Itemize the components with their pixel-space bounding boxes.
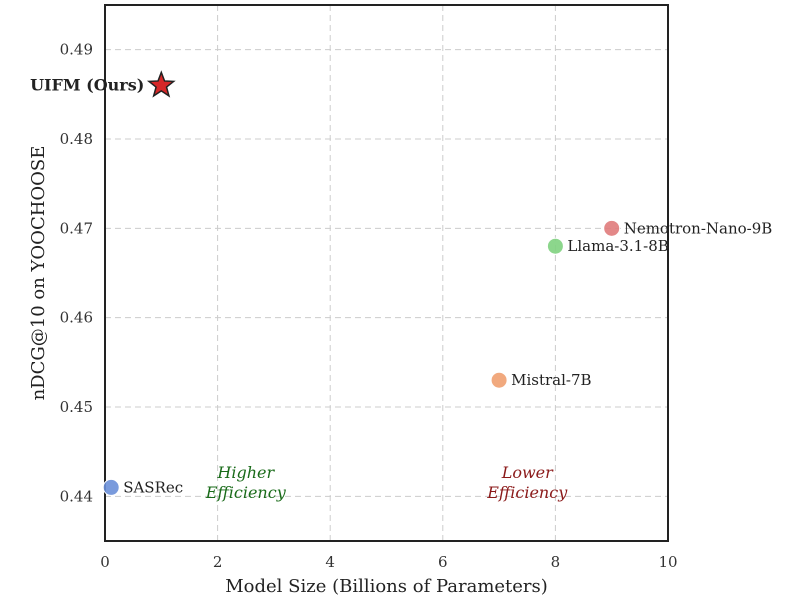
data-point: Mistral-7B xyxy=(490,371,592,389)
circle-marker xyxy=(546,237,564,255)
x-tick-label: 10 xyxy=(658,553,677,571)
x-tick-label: 4 xyxy=(325,553,335,571)
y-tick-label: 0.45 xyxy=(60,398,93,416)
y-tick-label: 0.48 xyxy=(60,130,93,148)
y-tick-label: 0.49 xyxy=(60,41,93,59)
y-axis-label: nDCG@10 on YOOCHOOSE xyxy=(28,146,49,401)
x-tick-label: 8 xyxy=(551,553,561,571)
grid-lines xyxy=(105,5,668,541)
data-point: Llama-3.1-8B xyxy=(546,237,669,255)
y-tick-label: 0.44 xyxy=(60,487,93,505)
annotation-line: Higher xyxy=(216,463,275,482)
circle-marker xyxy=(102,478,120,496)
x-tick-label: 6 xyxy=(438,553,448,571)
y-tick-label: 0.46 xyxy=(60,309,93,327)
circle-marker xyxy=(490,371,508,389)
x-axis-label: Model Size (Billions of Parameters) xyxy=(225,576,548,597)
point-label: Mistral-7B xyxy=(511,371,591,389)
y-tick-label: 0.47 xyxy=(60,219,93,237)
circle-marker xyxy=(603,219,621,237)
data-point: UIFM (Ours) xyxy=(30,70,176,98)
point-label: UIFM (Ours) xyxy=(30,75,144,94)
data-point: SASRec xyxy=(102,478,183,496)
annotation-line: Efficiency xyxy=(205,483,287,502)
star-marker xyxy=(146,70,176,98)
tick-labels: 0 2 4 6 8 10 0.44 0.45 0.46 0.47 0.48 0.49 xyxy=(60,41,678,571)
point-label: Nemotron-Nano-9B xyxy=(624,219,773,237)
x-tick-label: 0 xyxy=(100,553,110,571)
point-label: Llama-3.1-8B xyxy=(567,237,668,255)
annotation-line: Efficiency xyxy=(486,483,568,502)
x-tick-label: 2 xyxy=(213,553,223,571)
annotation-line: Lower xyxy=(501,463,554,482)
plot-frame xyxy=(104,4,669,542)
point-label: SASRec xyxy=(123,478,183,496)
data-point: Nemotron-Nano-9B xyxy=(603,219,773,237)
